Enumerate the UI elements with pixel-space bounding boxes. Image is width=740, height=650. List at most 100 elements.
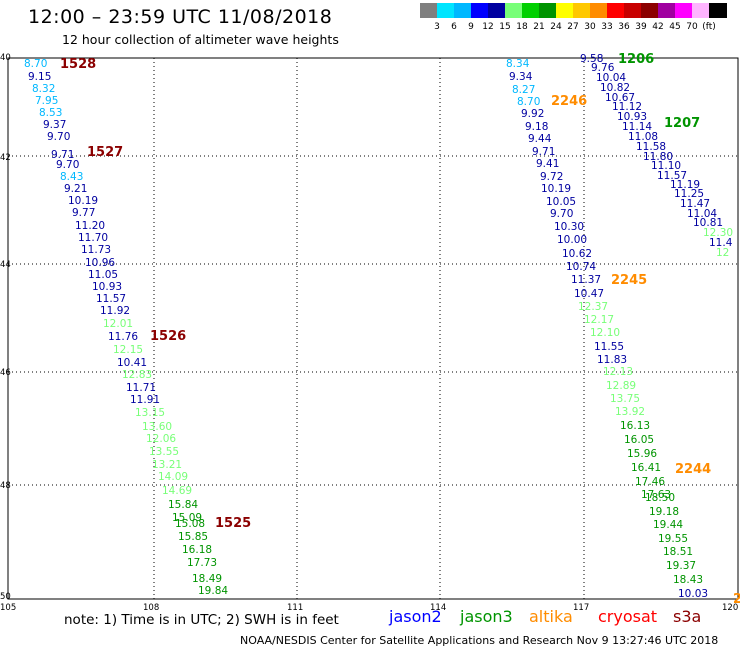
scale-label: 24 bbox=[550, 22, 562, 32]
wave-height-value: 9.18 bbox=[525, 121, 549, 133]
wave-height-value: 9.71 bbox=[51, 149, 75, 161]
scale-swatch bbox=[590, 3, 608, 18]
footer-credit: NOAA/NESDIS Center for Satellite Applica… bbox=[240, 634, 719, 647]
wave-height-value: 9.70 bbox=[550, 208, 574, 220]
scale-label: 33 bbox=[601, 22, 613, 32]
wave-height-value: 9.72 bbox=[540, 171, 564, 183]
wave-height-value: 13.15 bbox=[135, 407, 166, 419]
wave-height-value: 12.83 bbox=[122, 369, 153, 381]
track-label: 1525 bbox=[215, 516, 252, 531]
wave-height-value: 17.73 bbox=[187, 557, 218, 569]
scale-swatch bbox=[505, 3, 523, 18]
wave-height-value: 13.60 bbox=[142, 421, 173, 433]
scale-swatch bbox=[539, 3, 557, 18]
wave-height-value: 18.51 bbox=[663, 546, 694, 558]
track-label: 2244 bbox=[675, 462, 712, 477]
wave-height-value: 19.84 bbox=[198, 585, 229, 597]
wave-height-value: 11.08 bbox=[628, 131, 659, 143]
track-label: 224 bbox=[733, 592, 740, 607]
wave-height-value: 8.43 bbox=[60, 171, 84, 183]
mission-legend-altika: altika bbox=[529, 607, 573, 626]
scale-swatch bbox=[658, 3, 676, 18]
scale-label: 45 bbox=[669, 22, 681, 32]
scale-swatch bbox=[573, 3, 591, 18]
y-tick-label: 40 bbox=[0, 53, 11, 63]
wave-height-value: 10.93 bbox=[617, 111, 648, 123]
wave-height-value: 10.47 bbox=[574, 288, 605, 300]
wave-height-value: 10.82 bbox=[600, 82, 631, 94]
page-title: 12:00 – 23:59 UTC 11/08/2018 bbox=[28, 6, 333, 28]
wave-height-value: 7.95 bbox=[35, 95, 59, 107]
wave-height-value: 8.34 bbox=[506, 58, 530, 70]
scale-label: 6 bbox=[451, 22, 457, 32]
x-tick-label: 108 bbox=[143, 603, 160, 613]
x-tick-label: 120 bbox=[722, 603, 739, 613]
scale-label: 15 bbox=[499, 22, 511, 32]
wave-height-value: 12.30 bbox=[703, 227, 734, 239]
scale-label: 3 bbox=[434, 22, 440, 32]
wave-height-value: 11.71 bbox=[126, 382, 157, 394]
wave-height-value: 14.69 bbox=[162, 485, 193, 497]
page-subtitle: 12 hour collection of altimeter wave hei… bbox=[62, 32, 339, 47]
scale-label: 70 bbox=[686, 22, 698, 32]
wave-height-value: 18.49 bbox=[192, 573, 223, 585]
wave-height-value: 16.13 bbox=[620, 420, 651, 432]
wave-height-value: 8.53 bbox=[39, 107, 63, 119]
wave-height-value: 12.89 bbox=[606, 380, 637, 392]
wave-height-value: 19.18 bbox=[649, 506, 680, 518]
wave-height-value: 9.41 bbox=[536, 158, 560, 170]
scale-label: 30 bbox=[584, 22, 596, 32]
y-tick-label: 42 bbox=[0, 153, 11, 163]
mission-legend-s3a: s3a bbox=[673, 607, 702, 626]
mission-legend-jason2: jason2 bbox=[389, 607, 442, 626]
scale-swatch bbox=[522, 3, 540, 18]
wave-height-value: 10.19 bbox=[68, 195, 99, 207]
wave-height-value: 9.77 bbox=[72, 207, 96, 219]
wave-height-value: 19.37 bbox=[666, 560, 697, 572]
scale-label: 9 bbox=[468, 22, 474, 32]
wave-height-value: 15.09 bbox=[172, 512, 203, 524]
wave-height-value: 17.46 bbox=[635, 476, 666, 488]
wave-height-value: 9.44 bbox=[528, 133, 552, 145]
wave-height-value: 11.20 bbox=[75, 220, 106, 232]
scale-swatch bbox=[675, 3, 693, 18]
wave-height-value: 9.15 bbox=[28, 71, 52, 83]
wave-height-value: 10.19 bbox=[541, 183, 572, 195]
wave-height-value: 12.01 bbox=[103, 318, 134, 330]
wave-height-value: 15.84 bbox=[168, 499, 199, 511]
wave-height-value: 10.81 bbox=[693, 217, 724, 229]
wave-height-value: 11.73 bbox=[81, 244, 112, 256]
wave-height-value: 11.25 bbox=[674, 188, 705, 200]
wave-height-value: 8.70 bbox=[24, 58, 48, 70]
wave-height-value: 11.04 bbox=[687, 208, 718, 220]
wave-height-value: 11.14 bbox=[622, 121, 653, 133]
wave-height-value: 9.76 bbox=[591, 62, 615, 74]
scale-label: 39 bbox=[635, 22, 647, 32]
wave-height-value: 11.58 bbox=[636, 141, 667, 153]
wave-height-value: 10.04 bbox=[596, 72, 627, 84]
wave-height-value: 17.63 bbox=[641, 489, 672, 501]
wave-height-value: 16.05 bbox=[624, 434, 655, 446]
track-label: 1527 bbox=[87, 145, 124, 160]
wave-height-value: 13.55 bbox=[149, 446, 180, 458]
wave-height-value: 15.08 bbox=[175, 518, 206, 530]
wave-height-value: 8.27 bbox=[512, 84, 536, 96]
scale-swatch bbox=[488, 3, 506, 18]
y-tick-label: 50 bbox=[0, 592, 11, 602]
wave-height-value: 11.19 bbox=[670, 179, 701, 191]
wave-height-value: 9.37 bbox=[43, 119, 67, 131]
wave-height-value: 11.76 bbox=[108, 331, 139, 343]
wave-height-value: 12.10 bbox=[590, 327, 621, 339]
wave-height-value: 13.21 bbox=[152, 459, 183, 471]
wave-height-value: 9.71 bbox=[532, 146, 556, 158]
wave-height-value: 11.37 bbox=[571, 274, 602, 286]
wave-height-value: 10.00 bbox=[557, 234, 588, 246]
wave-height-value: 12 bbox=[716, 247, 730, 259]
wave-height-value: 10.41 bbox=[117, 357, 148, 369]
wave-height-value: 12.13 bbox=[603, 366, 634, 378]
wave-height-value: 19.44 bbox=[653, 519, 684, 531]
wave-height-value: 11.10 bbox=[651, 160, 682, 172]
y-tick-label: 46 bbox=[0, 368, 11, 378]
scale-label: 21 bbox=[533, 22, 545, 32]
scale-swatch bbox=[471, 3, 489, 18]
